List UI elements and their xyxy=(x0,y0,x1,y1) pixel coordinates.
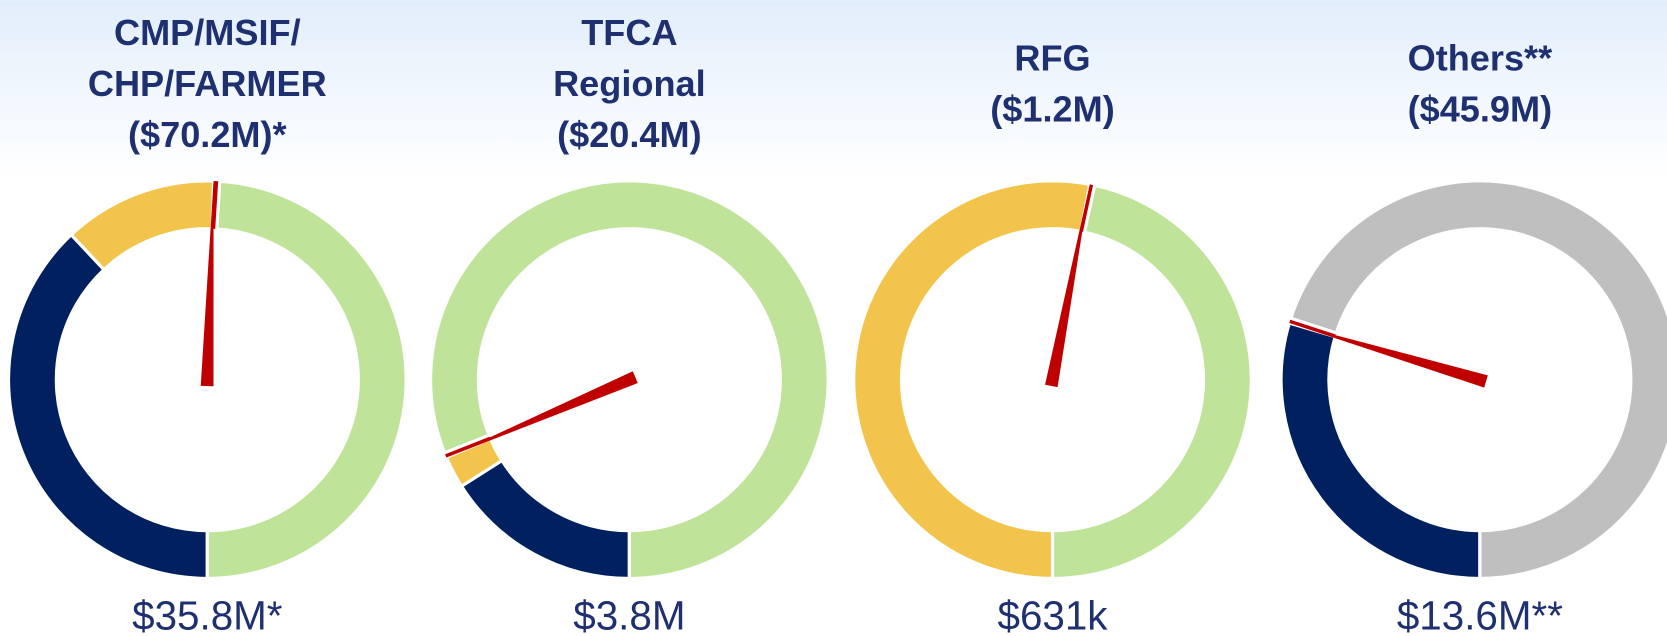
needle xyxy=(446,371,638,458)
chart-title: Others** xyxy=(1408,37,1553,78)
donut-segment xyxy=(429,179,830,581)
needle xyxy=(200,180,214,387)
donut-segment xyxy=(68,179,216,272)
needle xyxy=(1045,184,1090,388)
chart-title: ($20.4M) xyxy=(557,114,702,155)
chart-title: ($1.2M) xyxy=(990,88,1114,129)
chart-title: TFCA xyxy=(581,12,677,53)
chart-title: Regional xyxy=(553,63,706,104)
chart-title: ($45.9M) xyxy=(1408,88,1553,129)
donut-segment xyxy=(6,232,209,581)
donut-segment xyxy=(852,179,1092,581)
needle xyxy=(1289,322,1488,388)
value-label: $35.8M* xyxy=(132,592,283,636)
value-label: $631k xyxy=(997,592,1108,636)
value-label: $3.8M xyxy=(573,592,685,636)
donut-segment xyxy=(205,179,408,581)
value-label: $13.6M** xyxy=(1397,592,1563,636)
chart-title: CMP/MSIF/ xyxy=(114,12,301,53)
donut-segment xyxy=(1050,183,1253,581)
chart-title: ($70.2M)* xyxy=(128,114,288,155)
chart-title: RFG xyxy=(1014,37,1090,78)
chart-title: CHP/FARMER xyxy=(88,63,327,104)
donut-segment xyxy=(1288,179,1667,581)
